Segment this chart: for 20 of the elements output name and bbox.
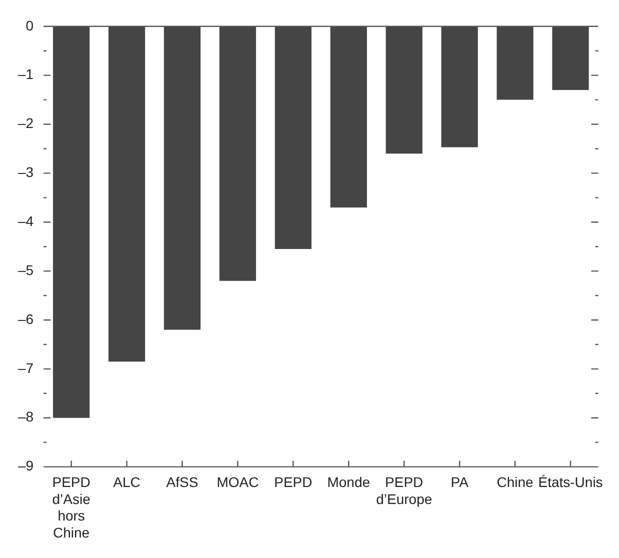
y-tick-label: –3 [18, 164, 34, 180]
x-tick-label: États-Unis [538, 474, 603, 490]
x-tick-label: PA [450, 474, 470, 490]
x-tick-label: PEPD d’Europe [376, 474, 432, 507]
y-tick-label: –8 [18, 408, 34, 425]
y-tick-label: 0 [26, 17, 34, 34]
y-tick-label: –1 [18, 66, 34, 82]
x-tick-label: PEPD [274, 474, 312, 490]
y-tick-label: –7 [18, 360, 34, 376]
x-tick-label: MOAC [216, 474, 259, 490]
y-tick-label: –6 [18, 310, 34, 327]
x-tick-label: PEPD d’Asie hors Chine [52, 474, 91, 540]
x-tick-label: Monde [327, 474, 370, 490]
x-tick-label: ALC [113, 474, 140, 490]
y-tick-label: –9 [18, 458, 34, 474]
x-tick-label: Chine [496, 474, 534, 490]
y-tick-label: –5 [18, 262, 34, 278]
y-tick-label: –2 [18, 115, 34, 132]
x-tick-label: AfSS [166, 474, 198, 490]
y-tick-label: –4 [18, 212, 34, 229]
